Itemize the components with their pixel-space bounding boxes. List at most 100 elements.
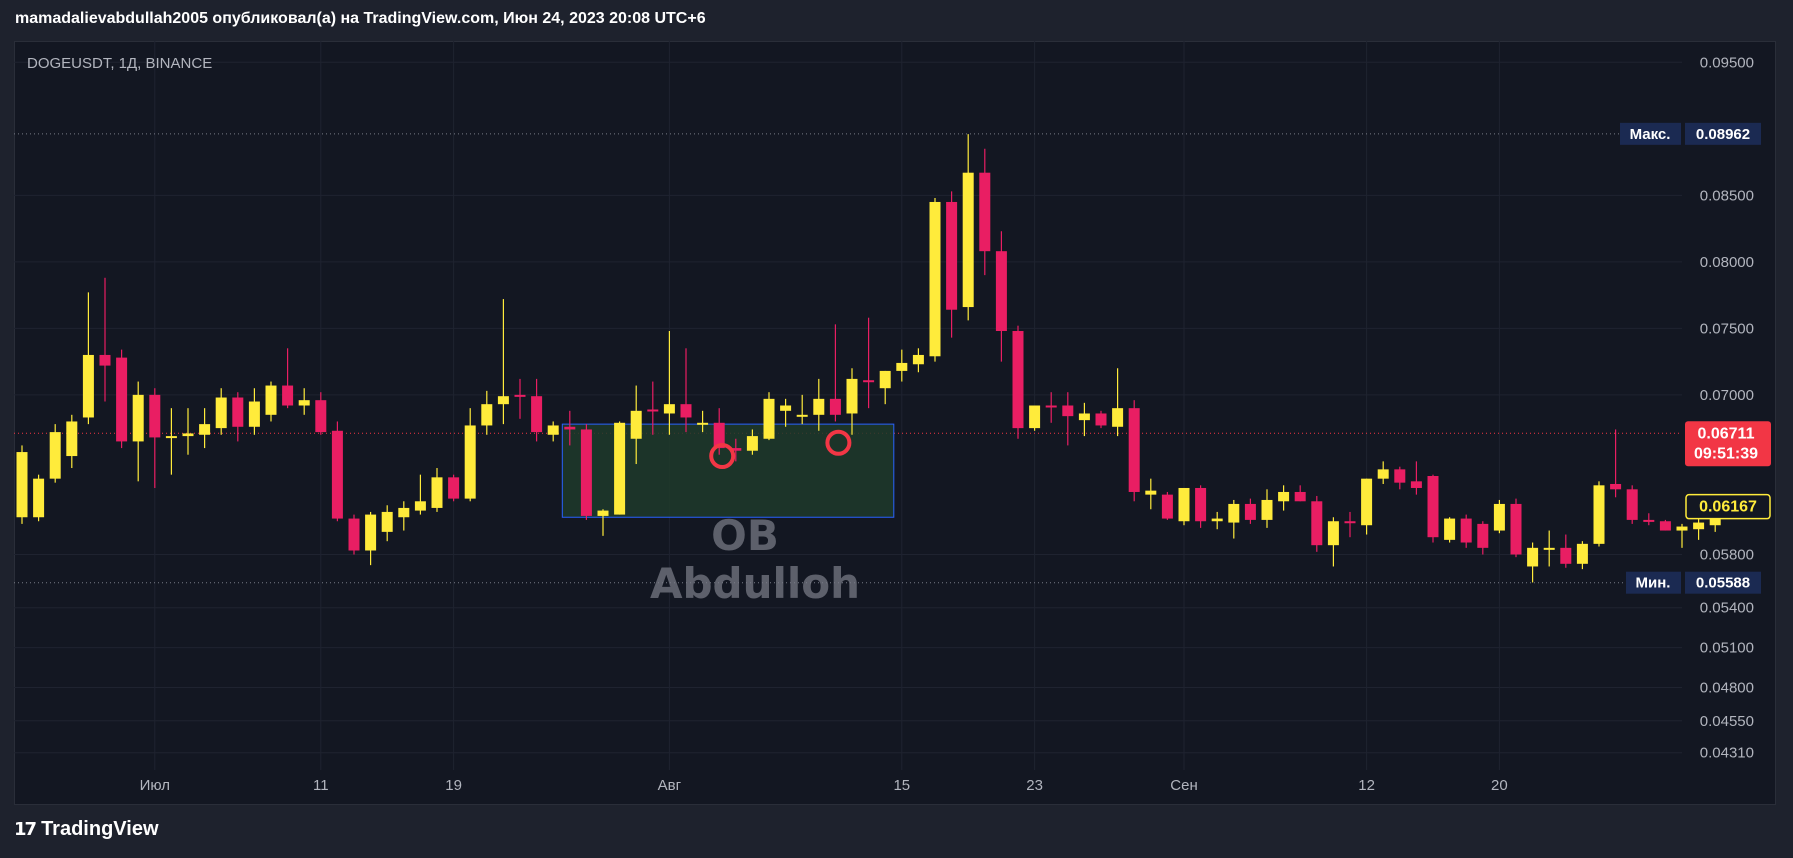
candle-body: [448, 477, 460, 499]
candle-body: [630, 410, 642, 439]
candle: [1510, 498, 1522, 558]
candle: [1626, 485, 1638, 524]
candle: [431, 468, 443, 512]
candle-body: [979, 172, 991, 252]
candle: [414, 474, 426, 515]
price-axis-tick: 0.05400: [1700, 600, 1754, 617]
candle: [1460, 514, 1472, 548]
tradingview-logo-icon: 17: [14, 819, 37, 840]
candle: [514, 378, 526, 419]
candle-body: [531, 396, 543, 433]
candle-body: [912, 354, 924, 365]
candle: [1477, 521, 1489, 555]
candle: [1593, 481, 1605, 547]
candle-body: [414, 501, 426, 511]
candle-body: [431, 477, 443, 508]
candle-body: [829, 398, 841, 415]
candle-body: [1045, 405, 1057, 408]
candle-body: [381, 511, 393, 532]
candle: [265, 381, 277, 422]
price-axis-tick: 0.04310: [1700, 745, 1754, 762]
candle-body: [1427, 476, 1439, 538]
candle: [1410, 461, 1422, 495]
candle: [564, 410, 576, 446]
price-axis-tick: 0.09500: [1700, 54, 1754, 71]
candle: [647, 381, 659, 435]
candle-body: [33, 478, 45, 518]
min-value-badge: [1685, 571, 1761, 594]
candle: [929, 197, 941, 362]
price-axis-tick: 0.05800: [1700, 546, 1754, 563]
candle-body: [1178, 487, 1190, 522]
candle: [1311, 495, 1323, 552]
candle-body: [1543, 547, 1555, 550]
candle: [1610, 429, 1622, 498]
candle-body: [863, 380, 875, 383]
candle-body: [763, 398, 775, 439]
current-price-badge: [1685, 421, 1771, 467]
marked-point-circle: [709, 443, 736, 470]
last-price-badge: [1685, 493, 1771, 520]
candle: [863, 317, 875, 409]
candle: [1062, 392, 1074, 446]
candle: [630, 385, 642, 465]
candle-body: [713, 422, 725, 449]
candle: [448, 474, 460, 502]
candle: [1327, 517, 1339, 567]
candle-body: [746, 436, 758, 451]
candle: [49, 424, 61, 483]
candle: [199, 408, 211, 449]
candle: [1294, 485, 1306, 502]
time-axis-tick: 12: [1358, 777, 1375, 794]
candle: [1112, 368, 1124, 437]
candle: [1228, 499, 1240, 539]
candle-body: [1327, 521, 1339, 546]
candle-body: [1593, 485, 1605, 544]
max-value-badge: [1685, 122, 1761, 145]
candle: [464, 408, 476, 502]
candle: [879, 370, 891, 405]
candle-body: [315, 400, 327, 433]
candle-body: [580, 429, 592, 516]
last-price-value: 0.06167: [1699, 499, 1757, 516]
candle-body: [1460, 518, 1472, 543]
candle-body: [1643, 519, 1655, 522]
candle-body: [1477, 523, 1489, 548]
candle: [1643, 513, 1655, 526]
candle: [1178, 487, 1190, 526]
candle: [232, 392, 244, 442]
candle: [1045, 392, 1057, 423]
candle-body: [1493, 503, 1505, 531]
candle: [1676, 523, 1688, 548]
current-bar-countdown: 09:51:39: [1694, 445, 1758, 462]
candle: [1078, 402, 1090, 437]
candle: [1361, 478, 1373, 535]
candle: [165, 408, 177, 475]
candle: [182, 408, 194, 455]
max-value-text: 0.08962: [1696, 126, 1750, 143]
max-label-badge: [1620, 122, 1681, 145]
candle: [16, 445, 28, 524]
tradingview-footer[interactable]: 17 TradingView: [14, 818, 159, 841]
candle-body: [182, 433, 194, 437]
candle-body: [697, 422, 709, 425]
time-axis-tick: Июл: [140, 777, 170, 794]
min-label-badge: [1626, 571, 1681, 594]
candle-body: [1112, 408, 1124, 427]
chart-area[interactable]: [14, 41, 1776, 805]
candle-body: [1659, 521, 1671, 531]
candle-body: [1161, 494, 1173, 519]
candle: [763, 392, 775, 441]
candle-body: [1078, 413, 1090, 421]
price-axis-tick: 0.07000: [1700, 387, 1754, 404]
candle-body: [1311, 501, 1323, 546]
candle-body: [614, 422, 626, 515]
candle: [846, 368, 858, 435]
candle-body: [66, 421, 78, 457]
candle-body: [663, 404, 675, 414]
order-block-zone: [561, 423, 895, 518]
candle-body: [298, 400, 310, 406]
candle: [398, 501, 410, 531]
candle: [365, 511, 377, 566]
